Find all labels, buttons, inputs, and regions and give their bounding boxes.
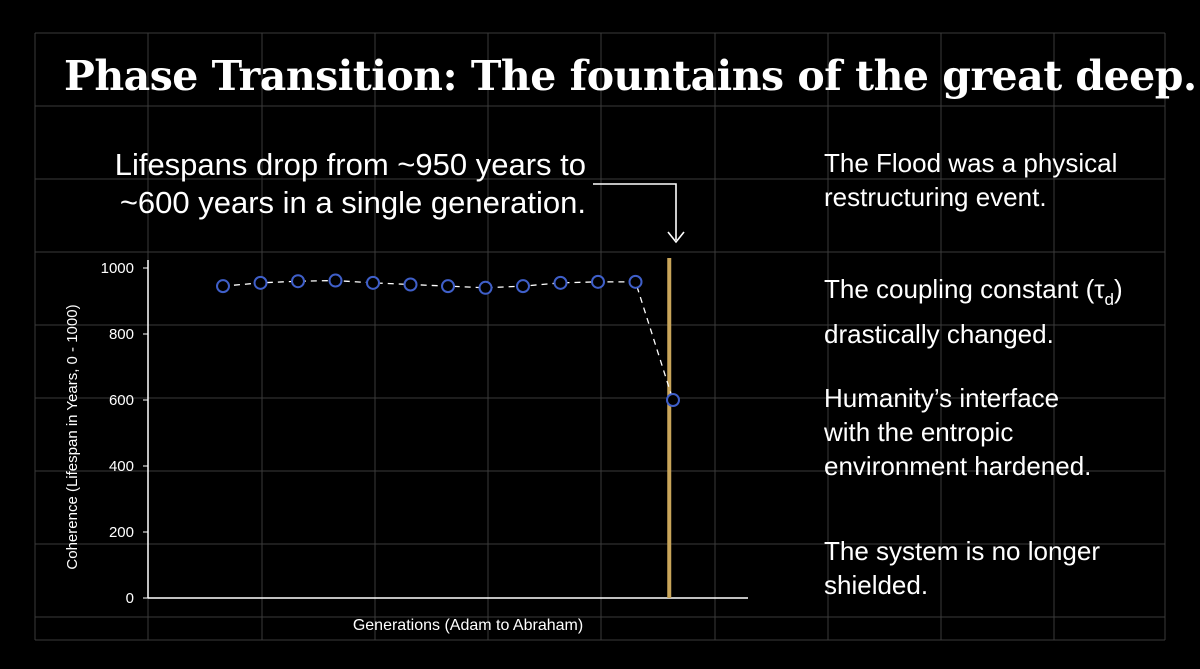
data-point xyxy=(666,393,680,407)
y-tick-label: 200 xyxy=(109,524,134,541)
data-point xyxy=(366,275,380,290)
note-flood-line-2: restructuring event. xyxy=(824,182,1047,212)
data-point xyxy=(216,279,230,294)
data-connector-line xyxy=(222,279,674,401)
data-point xyxy=(628,274,643,289)
note-flood: The Flood was a physical restructuring e… xyxy=(824,146,1117,214)
y-tick-label: 600 xyxy=(109,392,134,409)
callout-line-2: ~600 years in a single generation. xyxy=(119,185,586,220)
note-interface-line-3: environment hardened. xyxy=(824,451,1092,481)
note-coupling-prefix: The coupling constant (τ xyxy=(824,274,1105,304)
data-point xyxy=(253,275,268,290)
data-point xyxy=(441,279,455,294)
data-point xyxy=(591,274,605,289)
note-coupling-line-2: drastically changed. xyxy=(824,319,1054,349)
note-shield-line-2: shielded. xyxy=(824,570,929,600)
y-tick-label: 800 xyxy=(109,326,134,343)
note-shield: The system is no longer shielded. xyxy=(824,534,1100,602)
data-point xyxy=(478,280,493,295)
note-coupling: The coupling constant (τd) drastically c… xyxy=(824,272,1123,351)
note-interface: Humanity’s interface with the entropic e… xyxy=(824,381,1091,483)
x-axis-label: Generations (Adam to Abraham) xyxy=(353,617,583,634)
note-interface-line-1: Humanity’s interface xyxy=(824,383,1060,413)
data-point xyxy=(403,277,418,292)
y-tick-label: 1000 xyxy=(101,260,134,277)
data-point xyxy=(291,274,305,289)
note-coupling-line-1: The coupling constant (τd) xyxy=(824,272,1123,317)
note-interface-line-2: with the entropic xyxy=(824,417,1014,447)
callout-text: Lifespans drop from ~950 years to ~600 y… xyxy=(56,146,586,222)
note-coupling-subscript: d xyxy=(1104,290,1115,309)
note-coupling-suffix: ) xyxy=(1114,274,1123,304)
note-flood-line-1: The Flood was a physical xyxy=(824,148,1118,178)
y-tick-label: 400 xyxy=(109,458,134,475)
callout-line-1: Lifespans drop from ~950 years to xyxy=(114,147,586,182)
data-point xyxy=(328,273,343,288)
callout-connector xyxy=(593,183,677,240)
data-point xyxy=(516,279,530,294)
y-tick-label: 0 xyxy=(126,590,134,607)
y-axis-label: Coherence (Lifespan in Years, 0 - 1000) xyxy=(64,304,81,569)
note-shield-line-1: The system is no longer xyxy=(824,536,1101,566)
page-title: Phase Transition: The fountains of the g… xyxy=(64,52,1197,100)
callout-arrowhead xyxy=(667,231,685,244)
data-point xyxy=(553,275,568,290)
